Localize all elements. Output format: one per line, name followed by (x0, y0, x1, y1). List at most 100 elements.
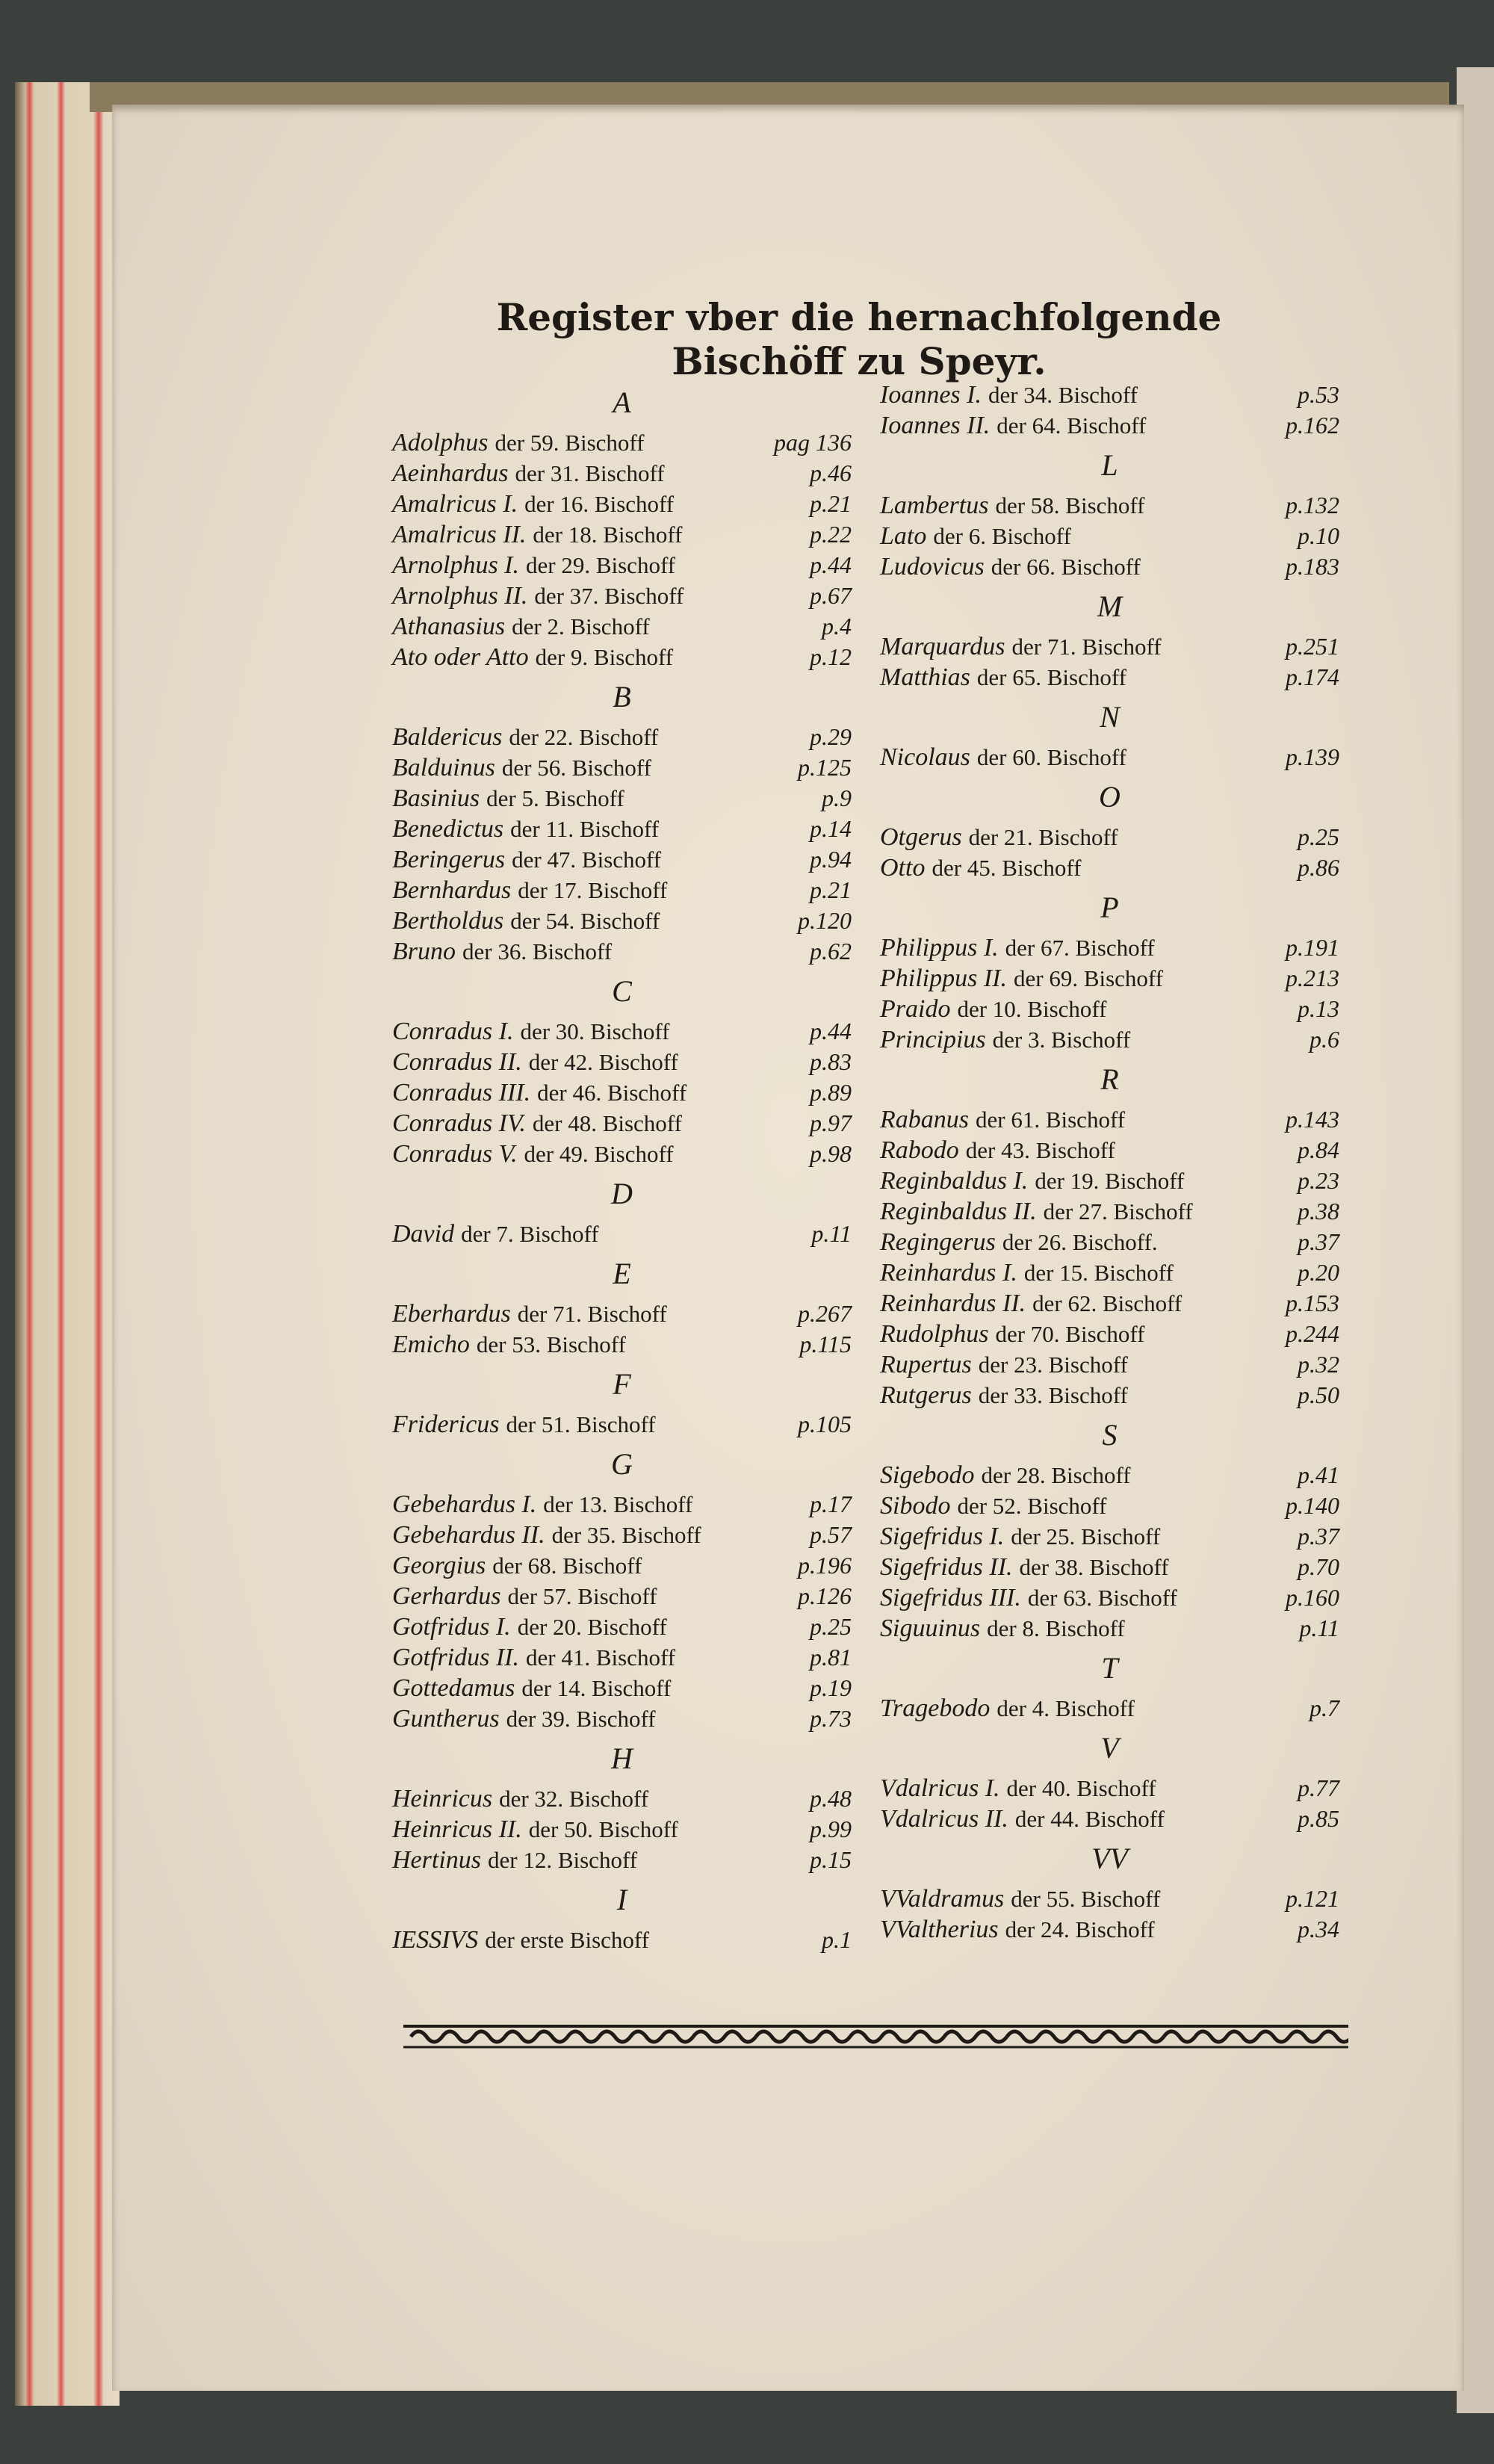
bishop-ordinal: der 35. Bischoff (551, 1522, 701, 1548)
bishop-name: Emicho (392, 1331, 470, 1358)
page-reference: p.23 (1298, 1167, 1339, 1194)
page-reference: p.77 (1298, 1774, 1339, 1801)
bishop-ordinal: der 52. Bischoff (957, 1493, 1107, 1519)
page-reference: p.213 (1286, 965, 1339, 991)
page-reference: p.37 (1298, 1523, 1339, 1550)
register-entry: Principius der 3. Bischoff p.6 (880, 1024, 1339, 1055)
bishop-name: Conradus I. (392, 1018, 514, 1045)
register-entry: Conradus IV. der 48. Bischoff p.97 (392, 1108, 852, 1139)
page-reference: p.62 (810, 938, 852, 965)
ornament-motif (628, 2029, 663, 2044)
register-entry: Beringerus der 47. Bischoff p.94 (392, 844, 852, 875)
page-reference: p.19 (810, 1674, 852, 1701)
bishop-name: Sigefridus I. (880, 1523, 1005, 1550)
register-entry: Ludovicus der 66. Bischoff p.183 (880, 551, 1339, 582)
bishop-name: Marquardus (880, 633, 1005, 660)
bishop-ordinal: der 40. Bischoff (1006, 1775, 1156, 1801)
register-entry: Vdalricus II. der 44. Bischoff p.85 (880, 1804, 1339, 1834)
letter-heading: V (1100, 1731, 1119, 1765)
bishop-name: Hertinus (392, 1846, 481, 1874)
page-reference: p.191 (1286, 934, 1339, 961)
page-reference: p.46 (810, 459, 852, 486)
page-reference: p.139 (1286, 743, 1339, 770)
register-entry: Guntherus der 39. Bischoff p.73 (392, 1703, 852, 1734)
register-entry: Amalricus I. der 16. Bischoff p.21 (392, 489, 852, 519)
page-reference: p.21 (810, 490, 852, 517)
ornament-motif (879, 2029, 914, 2044)
bishop-name: Gerhardus (392, 1582, 501, 1610)
letter-heading: M (1097, 589, 1123, 623)
page-edges (15, 82, 120, 2406)
register-entry: Rupertus der 23. Bischoff p.32 (880, 1349, 1339, 1380)
bishop-name: Gotfridus I. (392, 1613, 511, 1641)
register-entry: Nicolaus der 60. Bischoff p.139 (880, 742, 1339, 773)
page-reference: p.115 (799, 1331, 852, 1358)
bishop-name: Eberhardus (392, 1300, 511, 1328)
bishop-name: Beringerus (392, 846, 506, 873)
ornament-motif (1256, 2029, 1291, 2044)
register-entry: David der 7. Bischoff p.11 (392, 1219, 852, 1249)
register-entry: Amalricus II. der 18. Bischoff p.22 (392, 519, 852, 550)
page-reference: p.105 (798, 1411, 852, 1437)
letter-heading: VV (1091, 1842, 1128, 1875)
bishop-name: Arnolphus I. (392, 551, 519, 579)
letter-heading: N (1100, 700, 1120, 734)
register-entry: Tragebodo der 4. Bischoff p.7 (880, 1693, 1339, 1724)
page-reference: p.126 (798, 1582, 852, 1609)
bishop-name: Philippus II. (880, 965, 1007, 992)
bishop-ordinal: der 51. Bischoff (506, 1411, 656, 1437)
bishop-name: Bruno (392, 938, 456, 965)
bishop-name: Balduinus (392, 754, 495, 781)
register-entry: Aeinhardus der 31. Bischoff p.46 (392, 458, 852, 489)
page-reference: p.20 (1298, 1259, 1339, 1286)
bishop-ordinal: der 22. Bischoff (509, 724, 659, 750)
register-entry: Rutgerus der 33. Bischoff p.50 (880, 1380, 1339, 1411)
ornament-motif (1162, 2029, 1197, 2044)
ornament-motif (785, 2029, 820, 2044)
page-reference: p.251 (1286, 633, 1339, 660)
bishop-name: Vdalricus I. (880, 1774, 1000, 1802)
page-reference: p.11 (811, 1220, 852, 1247)
bishop-name: Heinricus (392, 1785, 493, 1813)
bishop-name: Rudolphus (880, 1320, 989, 1348)
register-entry: Bertholdus der 54. Bischoff p.120 (392, 906, 852, 936)
decorative-ornament-border (403, 2025, 1348, 2049)
bishop-name: Reinhardus I. (880, 1259, 1017, 1287)
bishop-ordinal: der 18. Bischoff (533, 521, 683, 548)
register-entry: Conradus III. der 46. Bischoff p.89 (392, 1077, 852, 1108)
register-entry: Basinius der 5. Bischoff p.9 (392, 783, 852, 814)
register-entry: Emicho der 53. Bischoff p.115 (392, 1329, 852, 1360)
page-reference: p.44 (810, 551, 852, 578)
register-entry: Gebehardus I. der 13. Bischoff p.17 (392, 1489, 852, 1520)
bishop-ordinal: der 24. Bischoff (1005, 1916, 1155, 1943)
page-reference: pag 136 (774, 429, 852, 456)
bishop-ordinal: der 50. Bischoff (528, 1816, 678, 1842)
ornament-motif (409, 2029, 444, 2044)
bishop-name: Amalricus II. (392, 521, 527, 548)
bishop-ordinal: der 38. Bischoff (1019, 1554, 1169, 1580)
bishop-ordinal: der 19. Bischoff (1035, 1168, 1185, 1194)
ornament-motif (973, 2029, 1008, 2044)
register-entry: IESSIVS der erste Bischoff p.1 (392, 1925, 852, 1955)
bishop-name: Rabanus (880, 1106, 969, 1133)
page-reference: p.73 (810, 1705, 852, 1732)
bishop-ordinal: der 56. Bischoff (501, 755, 651, 781)
letter-heading: B (613, 680, 631, 713)
ornament-motif (660, 2029, 695, 2044)
bishop-ordinal: der 68. Bischoff (492, 1553, 642, 1579)
bishop-name: Aeinhardus (392, 459, 509, 487)
bishop-ordinal: der 57. Bischoff (507, 1583, 657, 1609)
page-reference: p.153 (1286, 1290, 1339, 1316)
ornament-motif (597, 2029, 632, 2044)
page-reference: p.84 (1298, 1136, 1339, 1163)
bishop-ordinal: der 67. Bischoff (1005, 935, 1155, 961)
bishop-ordinal: der 4. Bischoff (996, 1695, 1135, 1721)
book-page (112, 105, 1464, 2391)
letter-heading: P (1100, 891, 1119, 924)
bishop-name: Heinricus II. (392, 1816, 522, 1843)
page-reference: p.97 (810, 1109, 852, 1136)
bishop-name: Conradus III. (392, 1079, 531, 1106)
ornament-motif (691, 2029, 726, 2044)
bishop-name: David (392, 1220, 455, 1248)
bishop-ordinal: der 16. Bischoff (524, 491, 675, 517)
